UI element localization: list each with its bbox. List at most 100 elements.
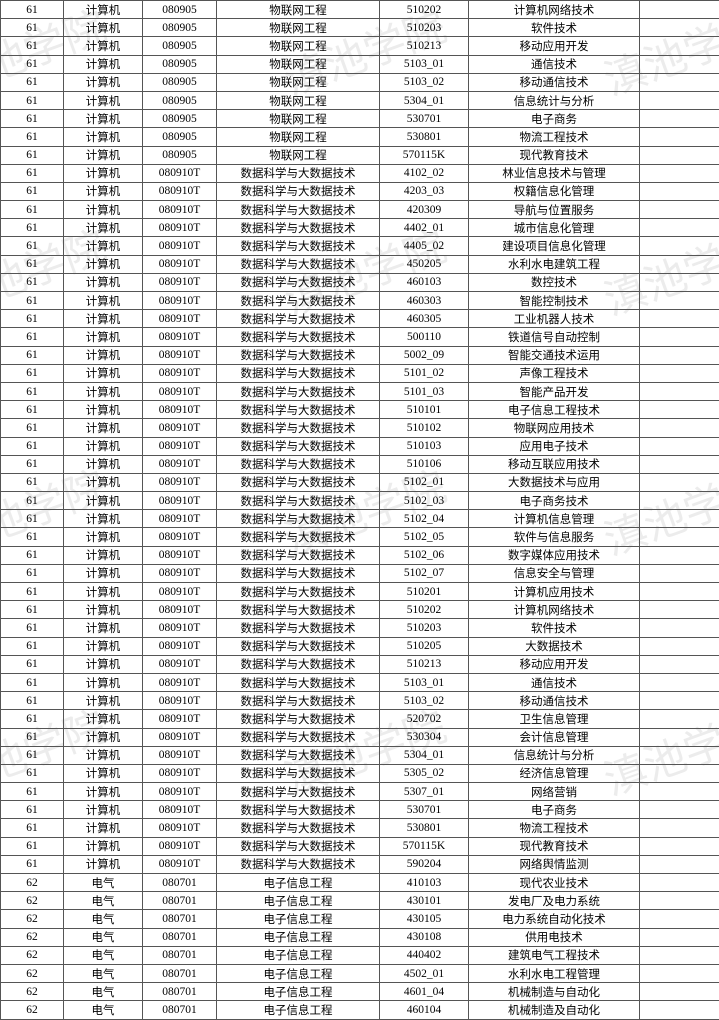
table-cell: 数据科学与大数据技术	[217, 201, 380, 219]
table-cell: 530701	[380, 801, 469, 819]
table-row: 61计算机080910T数据科学与大数据技术510203软件技术	[1, 619, 719, 637]
table-cell: 450205	[380, 255, 469, 273]
table-cell	[640, 219, 719, 237]
table-cell: 计算机	[64, 528, 143, 546]
table-cell: 440402	[380, 946, 469, 964]
table-cell: 计算机网络技术	[469, 601, 640, 619]
table-cell: 62	[1, 983, 64, 1001]
table-row: 61计算机080910T数据科学与大数据技术5103_01通信技术	[1, 673, 719, 691]
table-cell	[640, 110, 719, 128]
table-cell: 080910T	[143, 437, 217, 455]
table-cell: 080910T	[143, 219, 217, 237]
table-cell: 数据科学与大数据技术	[217, 364, 380, 382]
table-cell: 数据科学与大数据技术	[217, 310, 380, 328]
table-cell: 080910T	[143, 801, 217, 819]
table-cell: 080910T	[143, 273, 217, 291]
table-cell: 数据科学与大数据技术	[217, 292, 380, 310]
table-cell: 080910T	[143, 237, 217, 255]
table-row: 61计算机080910T数据科学与大数据技术510101电子信息工程技术	[1, 401, 719, 419]
table-cell: 61	[1, 855, 64, 873]
table-cell: 物联网工程	[217, 19, 380, 37]
table-row: 61计算机080910T数据科学与大数据技术530701电子商务	[1, 801, 719, 819]
table-row: 62电气080701电子信息工程430105电力系统自动化技术	[1, 910, 719, 928]
table-cell: 61	[1, 528, 64, 546]
table-row: 61计算机080910T数据科学与大数据技术5305_02经济信息管理	[1, 764, 719, 782]
table-cell: 数控技术	[469, 273, 640, 291]
data-table: 61计算机080905物联网工程510202计算机网络技术61计算机080905…	[0, 0, 719, 1020]
table-cell: 510101	[380, 401, 469, 419]
table-cell	[640, 601, 719, 619]
table-cell: 数据科学与大数据技术	[217, 673, 380, 691]
table-cell: 数据科学与大数据技术	[217, 783, 380, 801]
table-cell: 计算机	[64, 583, 143, 601]
table-cell: 软件与信息服务	[469, 528, 640, 546]
table-cell: 61	[1, 128, 64, 146]
table-cell: 电子信息工程	[217, 964, 380, 982]
table-cell: 数据科学与大数据技术	[217, 583, 380, 601]
table-cell: 5102_07	[380, 564, 469, 582]
table-cell: 数字媒体应用技术	[469, 546, 640, 564]
table-cell: 510202	[380, 1, 469, 19]
table-cell	[640, 564, 719, 582]
table-cell: 计算机	[64, 128, 143, 146]
table-cell: 080910T	[143, 710, 217, 728]
table-cell: 计算机	[64, 255, 143, 273]
table-cell: 物联网工程	[217, 1, 380, 19]
table-cell: 430101	[380, 892, 469, 910]
table-cell: 510213	[380, 655, 469, 673]
table-cell: 500110	[380, 328, 469, 346]
table-cell: 电气	[64, 946, 143, 964]
table-cell: 经济信息管理	[469, 764, 640, 782]
table-row: 61计算机080910T数据科学与大数据技术460103数控技术	[1, 273, 719, 291]
table-cell: 510106	[380, 455, 469, 473]
table-cell	[640, 164, 719, 182]
table-cell: 61	[1, 728, 64, 746]
table-cell: 5103_02	[380, 692, 469, 710]
table-cell: 080910T	[143, 746, 217, 764]
table-cell: 5305_02	[380, 764, 469, 782]
table-row: 62电气080701电子信息工程4502_01水利水电工程管理	[1, 964, 719, 982]
table-cell: 移动通信技术	[469, 692, 640, 710]
table-cell: 数据科学与大数据技术	[217, 546, 380, 564]
table-cell: 410103	[380, 874, 469, 892]
table-cell	[640, 1001, 719, 1019]
table-row: 61计算机080910T数据科学与大数据技术420309导航与位置服务	[1, 201, 719, 219]
table-cell: 61	[1, 55, 64, 73]
table-cell: 计算机	[64, 855, 143, 873]
table-cell: 计算机	[64, 1, 143, 19]
table-cell: 080910T	[143, 419, 217, 437]
table-cell: 080905	[143, 55, 217, 73]
table-cell: 移动互联应用技术	[469, 455, 640, 473]
table-row: 61计算机080910T数据科学与大数据技术520702卫生信息管理	[1, 710, 719, 728]
table-cell: 080905	[143, 146, 217, 164]
table-cell: 080701	[143, 1001, 217, 1019]
table-cell: 计算机信息管理	[469, 510, 640, 528]
table-cell: 物联网工程	[217, 110, 380, 128]
table-row: 61计算机080910T数据科学与大数据技术5002_09智能交通技术运用	[1, 346, 719, 364]
table-cell: 61	[1, 328, 64, 346]
table-cell: 数据科学与大数据技术	[217, 419, 380, 437]
table-cell: 080701	[143, 946, 217, 964]
table-cell: 460103	[380, 273, 469, 291]
table-cell: 物联网工程	[217, 128, 380, 146]
table-cell: 61	[1, 783, 64, 801]
table-cell: 计算机	[64, 819, 143, 837]
table-cell: 机械制造与自动化	[469, 983, 640, 1001]
table-cell: 电子商务技术	[469, 492, 640, 510]
table-cell: 物流工程技术	[469, 128, 640, 146]
table-cell: 建设项目信息化管理	[469, 237, 640, 255]
table-cell: 61	[1, 546, 64, 564]
table-cell: 移动应用开发	[469, 655, 640, 673]
table-cell: 移动通信技术	[469, 73, 640, 91]
table-row: 62电气080701电子信息工程410103现代农业技术	[1, 874, 719, 892]
table-cell: 080910T	[143, 473, 217, 491]
table-row: 61计算机080910T数据科学与大数据技术4405_02建设项目信息化管理	[1, 237, 719, 255]
table-cell: 计算机	[64, 237, 143, 255]
table-cell: 计算机	[64, 292, 143, 310]
table-cell: 通信技术	[469, 673, 640, 691]
table-cell	[640, 728, 719, 746]
table-cell: 61	[1, 237, 64, 255]
table-cell: 080910T	[143, 401, 217, 419]
table-cell: 080910T	[143, 673, 217, 691]
table-row: 61计算机080910T数据科学与大数据技术500110铁道信号自动控制	[1, 328, 719, 346]
